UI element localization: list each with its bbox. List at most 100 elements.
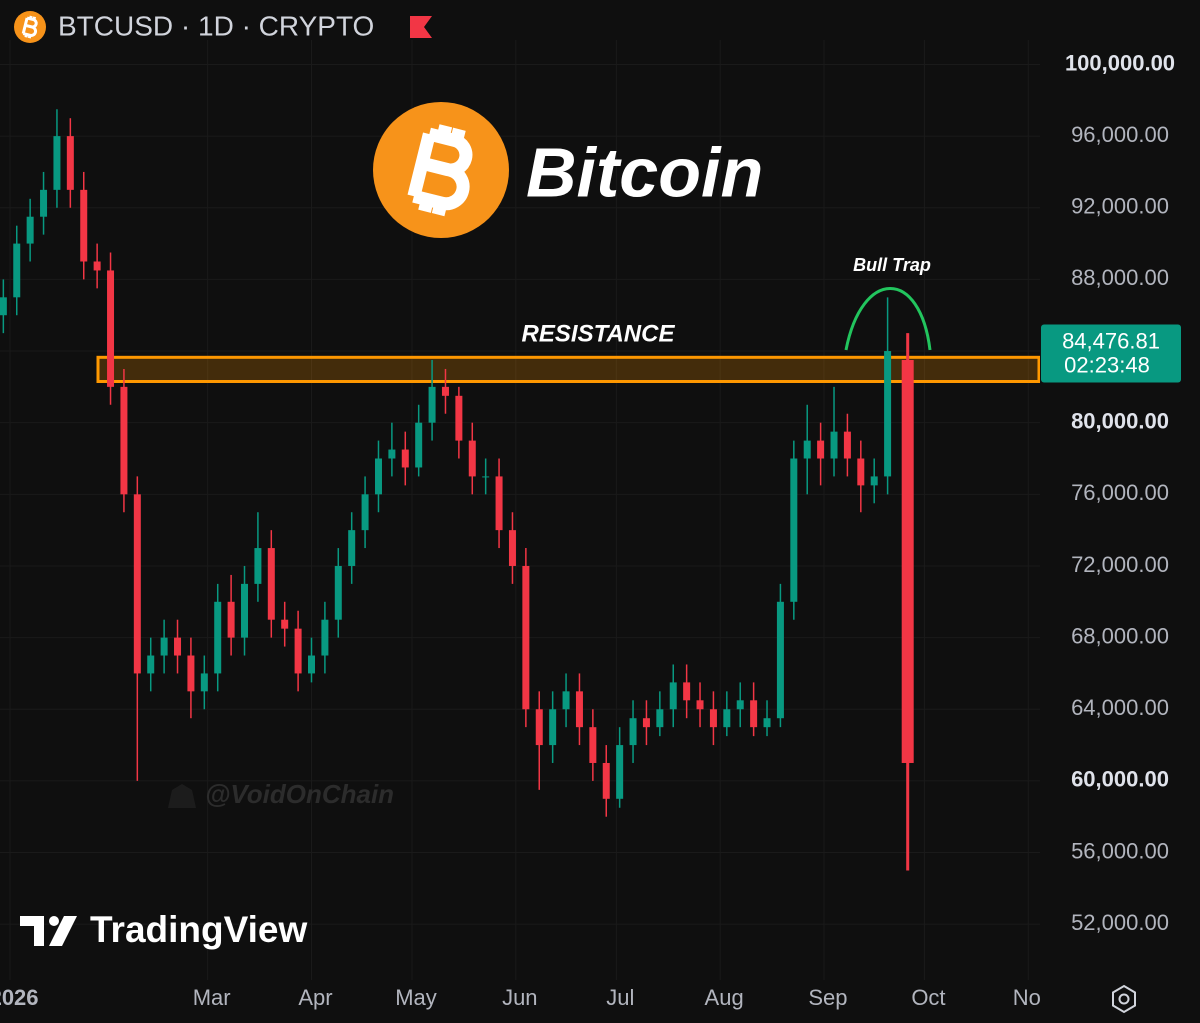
candle-body (281, 619, 289, 629)
candle-body (26, 216, 34, 244)
plot-area (0, 109, 1040, 871)
y-tick-label: 52,000.00 (1071, 910, 1169, 935)
candle-body (843, 431, 851, 459)
flag-icon[interactable] (410, 16, 432, 38)
y-tick-label: 88,000.00 (1071, 265, 1169, 290)
y-tick-label: 60,000.00 (1071, 767, 1169, 792)
candle-body (629, 718, 637, 746)
candle-body (589, 727, 597, 763)
bull-trap-arc (844, 287, 932, 351)
candle-body (415, 422, 423, 468)
candle-body (482, 476, 490, 478)
y-tick-label: 64,000.00 (1071, 695, 1169, 720)
settings-button[interactable] (1112, 984, 1136, 1014)
candle-body (522, 565, 530, 710)
candle-body (441, 386, 449, 396)
candle-body (901, 360, 914, 763)
candle-body (870, 476, 878, 486)
y-tick-label: 72,000.00 (1071, 552, 1169, 577)
candle-body (294, 628, 302, 674)
candle-body (455, 395, 463, 441)
resistance-label: RESISTANCE (522, 320, 676, 347)
y-tick-label: 80,000.00 (1071, 408, 1169, 433)
candle-body (535, 709, 543, 746)
y-tick-label: 100,000.00 (1065, 50, 1175, 75)
candle-body (187, 655, 195, 692)
resistance-zone (96, 355, 1040, 383)
logo-title: Bitcoin (526, 133, 763, 211)
candle-body (66, 136, 74, 190)
grid (0, 40, 1040, 980)
symbol-icon (14, 11, 46, 43)
x-tick-label: 2026 (0, 985, 39, 1010)
candle-body (200, 673, 208, 692)
candle-body (267, 548, 275, 620)
candle-body (549, 709, 557, 746)
candle-body (669, 682, 677, 710)
candle-body (602, 762, 610, 799)
candle-body (750, 700, 758, 728)
candle-body (736, 700, 744, 710)
x-tick-label: Nov (1013, 985, 1052, 1010)
candle-body (241, 583, 249, 638)
y-tick-label: 68,000.00 (1071, 623, 1169, 648)
candle-body (388, 449, 396, 459)
x-tick-label: Apr (298, 985, 332, 1010)
candle-body (160, 637, 168, 656)
candle-body (817, 440, 825, 459)
price-tag-label: 84,476.81 (1062, 328, 1160, 353)
x-tick-label: Jun (502, 985, 537, 1010)
brand-logo (20, 916, 77, 946)
candle-body (227, 601, 235, 638)
x-tick-label: Jul (606, 985, 634, 1010)
candle-body (830, 431, 838, 459)
candle-body (616, 745, 624, 799)
candle-body (709, 709, 717, 728)
candle-body (174, 637, 182, 656)
candle-body (120, 386, 128, 495)
watermark-icon (168, 784, 196, 808)
y-tick-label: 92,000.00 (1071, 194, 1169, 219)
candle-body (321, 619, 329, 656)
candle-body (656, 709, 664, 728)
symbol-title: BTCUSD · 1D · CRYPTO (58, 10, 374, 41)
candle-body (776, 601, 784, 719)
candle-body (857, 458, 865, 486)
candle-body (562, 691, 570, 710)
x-tick-label: Aug (705, 985, 744, 1010)
candle-body (763, 718, 771, 728)
candle-body (107, 270, 115, 387)
candle-body (723, 709, 731, 728)
y-tick-label: 56,000.00 (1071, 838, 1169, 863)
candle-body (93, 261, 101, 271)
candle-body (13, 243, 21, 298)
x-tick-label: Mar (193, 985, 231, 1010)
x-axis: 2026 Mar Apr May Jun Jul Aug Sep Oct Nov (0, 985, 1052, 1010)
candle-body (214, 601, 222, 674)
candle-body (334, 565, 342, 620)
candle-body (40, 189, 48, 217)
countdown: 02:23:48 (1064, 352, 1150, 377)
candle-body (803, 440, 811, 459)
price-tag (1041, 324, 1181, 383)
candle-body (642, 718, 650, 728)
y-tick-label: 96,000.00 (1071, 122, 1169, 147)
candle-body (348, 530, 356, 566)
candle-body (374, 458, 382, 495)
watermark: @VoidOnChain (205, 779, 394, 809)
candle-body (468, 440, 476, 477)
bull-trap-label: Bull Trap (853, 255, 931, 275)
candle-body (790, 458, 798, 602)
candle-body (508, 530, 516, 566)
candle-body (0, 297, 7, 316)
x-tick-label: May (395, 985, 437, 1010)
candle-body (361, 494, 369, 531)
candle-body (683, 682, 691, 701)
candle-body (428, 386, 436, 423)
x-tick-label: Oct (911, 985, 945, 1010)
x-tick-label: Sep (808, 985, 847, 1010)
candle-body (80, 189, 88, 262)
candle-body (575, 691, 583, 728)
candle-body (133, 494, 141, 674)
